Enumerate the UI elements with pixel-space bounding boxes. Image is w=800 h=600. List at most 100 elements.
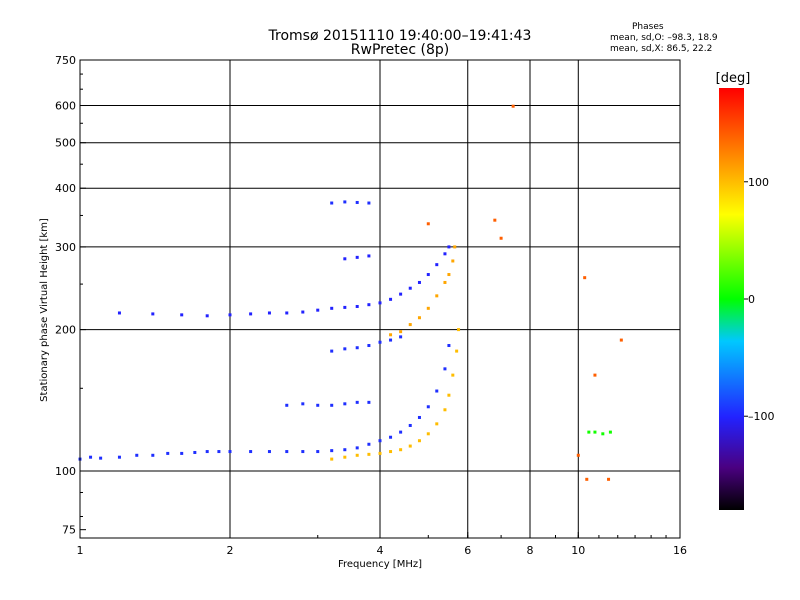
data-point-x_trace_low [417,439,421,443]
data-point-o_trace_low [443,367,447,371]
data-point-o_trace_low [435,389,439,393]
data-point-multihop_180 [378,340,382,344]
data-point-o_trace_low [99,456,103,460]
data-point-multihop_138 [330,403,334,407]
data-point-multihop_138 [355,400,359,404]
data-point-right_cluster [587,430,591,434]
y-tick-label: 400 [55,182,76,195]
data-point-scatter_high [493,218,497,222]
data-point-scatter_high [511,104,515,108]
data-point-upper_layer_o [417,280,421,284]
data-point-upper_layer_o [316,308,320,312]
phase-info-o: mean, sd,O: –98.3, 18.9 [610,33,718,43]
data-point-o_trace_low [180,451,184,455]
data-point-upper_layer_o [355,304,359,308]
data-point-upper_layer_o [408,286,412,290]
data-point-o_trace_low [301,450,305,454]
y-tick-label: 750 [55,54,76,67]
data-point-scatter_high [585,477,589,481]
chart-subtitle: RwPretec (8p) [350,42,450,58]
data-point-multihop_180 [355,346,359,350]
data-point-multihop_138 [301,402,305,406]
data-point-o_trace_low [267,450,271,454]
data-point-multihop_370 [355,200,359,204]
data-point-multihop_370 [330,201,334,205]
data-point-o_trace_low [135,453,139,457]
data-point-upper_layer_x [453,245,457,249]
data-point-x_trace_low [435,422,439,426]
data-point-multihop_180 [367,344,371,348]
y-tick-label: 500 [55,137,76,150]
data-point-x_trace_low [399,448,403,452]
data-point-x_trace_low [447,393,451,397]
data-point-x_trace_low [378,451,382,455]
x-axis-label: Frequency [MHz] [338,559,422,570]
x-tick-label: 2 [227,544,234,557]
y-tick-label: 100 [55,465,76,478]
data-point-o_trace_low [378,439,382,443]
data-point-multihop_180 [389,338,393,342]
data-point-right_cluster [593,430,597,434]
x-tick-label: 10 [571,544,585,557]
data-point-x_trace_low [451,373,455,377]
data-point-multihop_138 [316,403,320,407]
data-point-upper_layer_o [205,314,209,318]
data-point-x_trace_low [355,453,359,457]
data-point-upper_layer_o [399,292,403,296]
data-point-upper_layer_o [249,312,253,316]
data-point-multihop_180 [330,349,334,353]
colorbar-unit: [deg] [716,71,751,86]
x-tick-label: 8 [527,544,534,557]
data-point-scatter_high [576,453,580,457]
y-axis-label: Stationary phase Virtual Height [km] [39,218,50,402]
data-point-upper_layer_o [389,297,393,301]
data-point-multihop_370 [343,200,347,204]
data-point-upper_layer_x [417,316,421,320]
x-tick-label: 4 [377,544,384,557]
data-point-x_trace_low [408,444,412,448]
data-point-multihop_280 [343,257,347,261]
data-point-o_trace_low [399,430,403,434]
data-point-upper_layer_o [228,313,232,317]
data-point-upper_layer_x [389,333,393,337]
data-point-multihop_138 [367,400,371,404]
data-point-multihop_138 [285,403,289,407]
phase-colorbar [719,88,744,510]
data-point-upper_layer_x [451,259,455,263]
data-point-o_trace_low [343,448,347,452]
colorbar-ticks: 100 0 –100 [744,176,775,423]
data-point-upper_layer_o [151,312,155,316]
data-point-scatter_high [593,373,597,377]
y-tick-label: 600 [55,100,76,113]
data-point-x_trace_low [443,408,447,412]
data-point-multihop_370 [367,201,371,205]
data-point-x_trace_low [457,328,461,332]
y-tick-label: 75 [62,524,76,537]
colorbar-tick-label: –100 [748,410,775,423]
data-point-upper_layer_x [408,323,412,327]
data-point-o_trace_low [426,405,430,409]
data-point-o_trace_low [389,435,393,439]
data-point-o_trace_low [447,344,451,348]
data-point-scatter_high [619,338,623,342]
data-points [78,104,623,481]
data-point-o_trace_low [408,423,412,427]
x-tick-label: 16 [673,544,687,557]
data-point-multihop_280 [355,255,359,259]
data-point-scatter_high [583,276,587,280]
data-point-x_trace_low [367,452,371,456]
colorbar-tick-label: 100 [748,176,769,189]
chart-title: Tromsø 20151110 19:40:00–19:41:43 [268,28,532,44]
data-point-x_trace_low [330,457,334,461]
data-point-multihop_180 [343,347,347,351]
data-point-upper_layer_o [301,310,305,314]
phase-info-x: mean, sd,X: 86.5, 22.2 [610,44,713,54]
y-tick-label: 200 [55,324,76,337]
data-point-o_trace_low [193,450,197,454]
data-point-scatter_high [607,477,611,481]
data-point-upper_layer_o [267,311,271,315]
data-point-upper_layer_o [285,311,289,315]
data-point-upper_layer_o [343,305,347,309]
axis-layer: 1 2 4 6 8 10 16 75 100 200 300 400 500 600 750 [55,54,687,557]
